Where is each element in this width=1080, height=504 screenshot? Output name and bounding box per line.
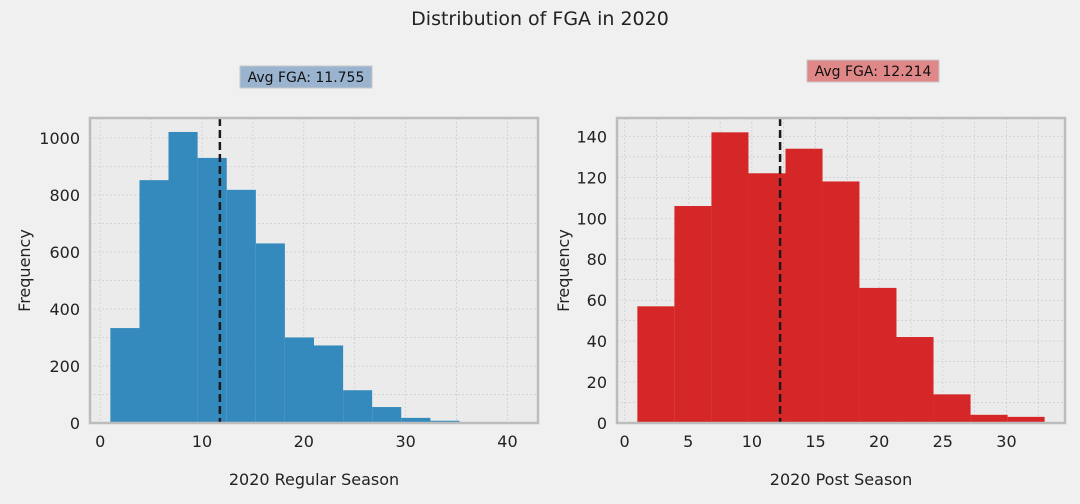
post-histogram-bar — [674, 206, 712, 423]
post-histogram-bar — [822, 181, 860, 423]
post-x-tick-label: 30 — [996, 432, 1016, 451]
regular-y-tick-label: 1000 — [39, 129, 80, 148]
post-y-axis-label: Frequency — [554, 229, 573, 312]
post-histogram-bar — [785, 148, 823, 423]
post-y-tick-label: 0 — [597, 414, 607, 433]
regular-histogram-bar — [401, 417, 431, 423]
post-y-tick-label: 80 — [587, 250, 607, 269]
post-y-tick-label: 100 — [576, 209, 607, 228]
regular-frame — [88, 116, 540, 425]
regular-gridlines — [90, 118, 538, 424]
regular-histogram-bar — [372, 407, 402, 423]
post-x-tick-label: 25 — [933, 432, 953, 451]
post-x-axis-label: 2020 Post Season — [770, 470, 912, 489]
regular-x-tick-label: 0 — [95, 432, 105, 451]
regular-histogram-bar — [226, 189, 256, 423]
regular-histogram-bar — [314, 345, 344, 423]
post-y-tick-label: 60 — [587, 291, 607, 310]
post-x-tick-label: 10 — [742, 432, 762, 451]
regular-histogram-bar — [343, 390, 373, 423]
post-y-tick-label: 40 — [587, 332, 607, 351]
figure-title: Distribution of FGA in 2020 — [411, 8, 669, 30]
post-bars — [637, 132, 1045, 423]
post-annotation-box — [806, 59, 940, 83]
regular-y-tick-label: 800 — [49, 186, 80, 205]
post-average-annotation: Avg FGA: 12.214 — [806, 59, 940, 83]
regular-x-tick-label: 20 — [294, 432, 314, 451]
regular-annotation-box — [239, 65, 373, 89]
post-frame — [615, 116, 1067, 425]
regular-x-tick-label: 30 — [395, 432, 415, 451]
post-chart: 0 5 10 15 20 25 30 0 20 40 60 80 100 120 140 2020 Post … — [554, 59, 1067, 489]
post-histogram-bar — [1007, 416, 1045, 423]
post-x-tick-label: 20 — [869, 432, 889, 451]
post-histogram-bar — [933, 394, 971, 423]
regular-histogram-bar — [168, 131, 198, 423]
post-histogram-bar — [970, 414, 1008, 423]
regular-x-tick-label: 40 — [497, 432, 517, 451]
post-annotation-text: Avg FGA: 12.214 — [815, 64, 932, 80]
regular-bars — [110, 131, 518, 423]
post-y-tick-label: 120 — [576, 168, 607, 187]
post-y-tick-label: 20 — [587, 373, 607, 392]
post-x-tick-label: 0 — [620, 432, 630, 451]
post-histogram-bar — [711, 132, 749, 423]
regular-average-annotation: Avg FGA: 11.755 — [239, 65, 373, 89]
post-y-tick-label: 140 — [576, 127, 607, 146]
regular-x-axis-label: 2020 Regular Season — [229, 470, 399, 489]
regular-histogram-bar — [255, 243, 285, 423]
regular-y-tick-label: 200 — [49, 357, 80, 376]
regular-x-tick-label: 10 — [192, 432, 212, 451]
post-x-tick-label: 15 — [805, 432, 825, 451]
regular-y-tick-label: 600 — [49, 243, 80, 262]
regular-y-tick-label: 0 — [70, 414, 80, 433]
regular-y-axis-label: Frequency — [15, 229, 34, 312]
regular-histogram-bar — [197, 157, 227, 423]
regular-y-tick-label: 400 — [49, 300, 80, 319]
regular-histogram-bar — [284, 337, 314, 423]
regular-histogram-bar — [110, 328, 140, 423]
post-x-tick-label: 5 — [683, 432, 693, 451]
post-histogram-bar — [896, 337, 934, 423]
regular-annotation-text: Avg FGA: 11.755 — [248, 70, 365, 86]
post-histogram-bar — [859, 287, 897, 423]
regular-histogram-bar — [139, 180, 169, 423]
post-histogram-bar — [637, 306, 675, 423]
